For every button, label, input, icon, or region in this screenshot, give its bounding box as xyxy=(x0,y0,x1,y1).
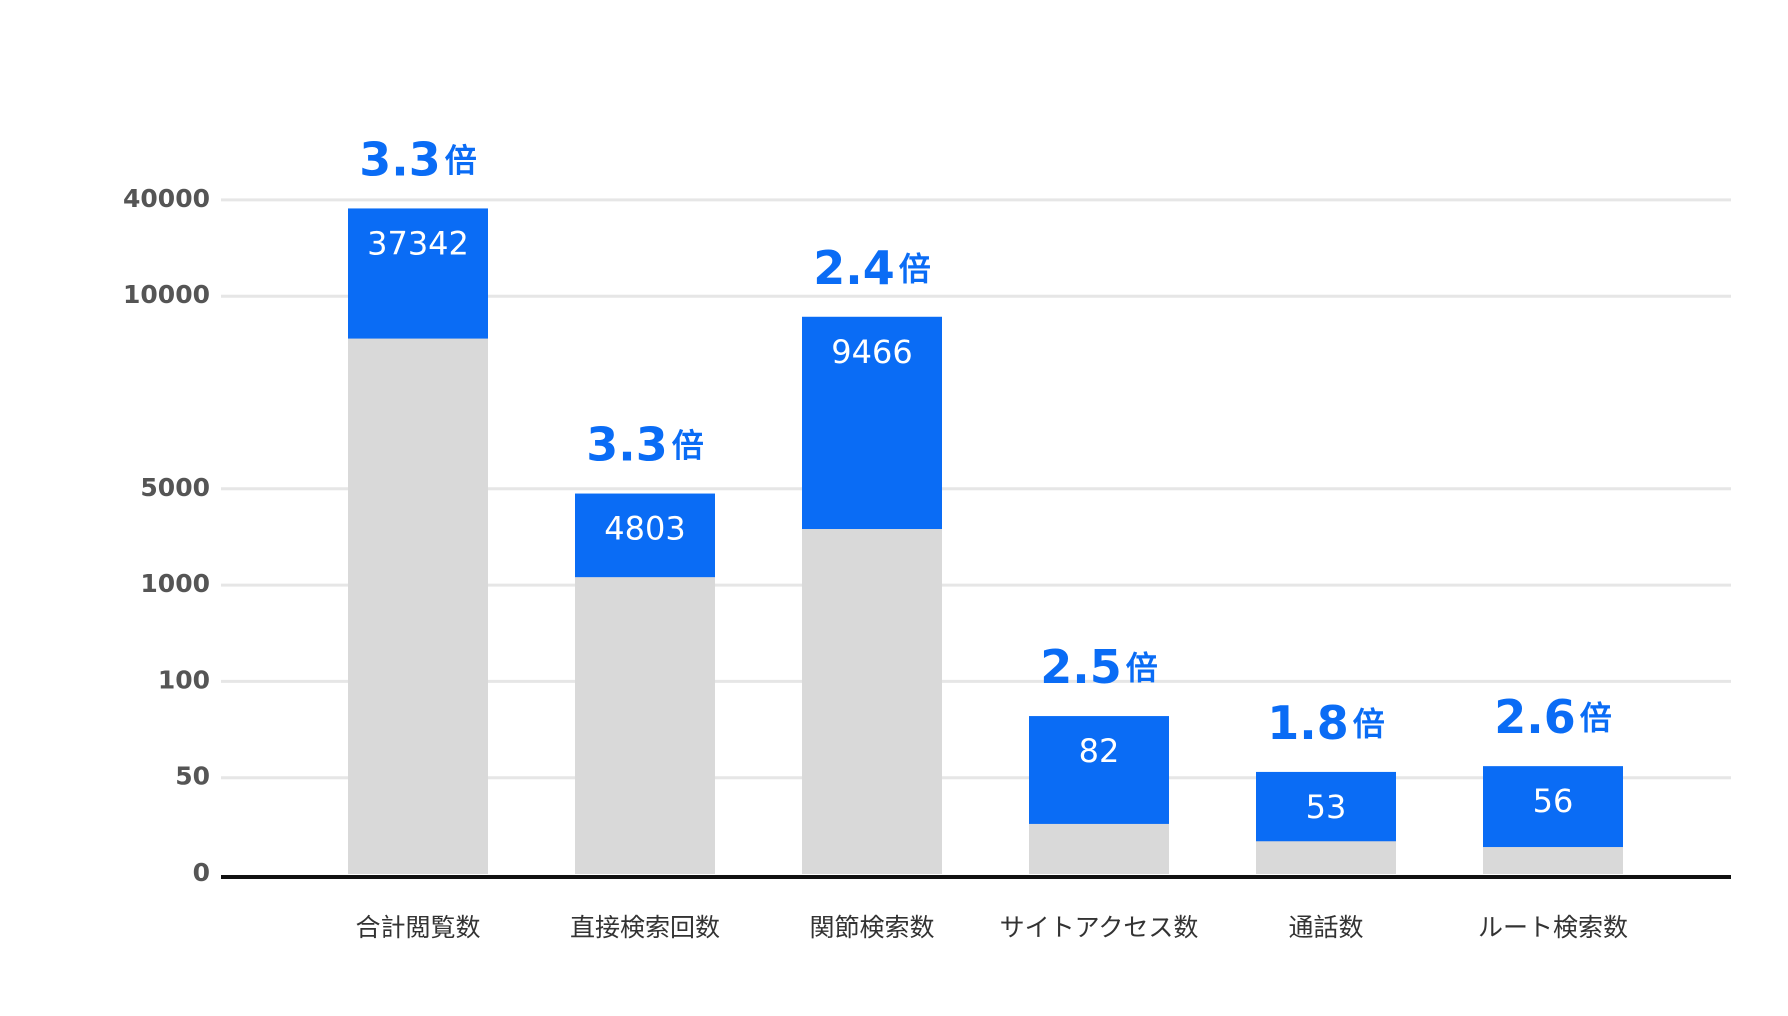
annotation: 2.4 倍 xyxy=(813,240,931,294)
annotation: 1.8 倍 xyxy=(1267,695,1385,749)
x-tick-label: サイトアクセス数 xyxy=(1000,913,1199,942)
value-label: 9466 xyxy=(831,333,912,371)
annotation-number: 3.3 xyxy=(359,132,441,186)
y-tick-label: 1000 xyxy=(140,569,210,598)
value-label: 37342 xyxy=(367,224,469,262)
annotation-unit: 倍 xyxy=(672,427,704,465)
annotation: 2.5 倍 xyxy=(1040,640,1158,694)
bar xyxy=(802,529,942,874)
annotation-number: 3.3 xyxy=(586,417,668,471)
value-label: 56 xyxy=(1533,782,1574,820)
bar xyxy=(348,338,488,874)
x-tick-label: 通話数 xyxy=(1288,913,1363,942)
annotation: 3.3 倍 xyxy=(586,417,704,471)
annotation: 3.3 倍 xyxy=(359,132,477,186)
annotation-unit: 倍 xyxy=(899,250,931,288)
bar xyxy=(1483,847,1623,874)
bar xyxy=(575,577,715,874)
annotation-unit: 倍 xyxy=(1580,699,1612,737)
x-tick-label: ルート検索数 xyxy=(1478,913,1628,942)
annotation-number: 2.6 xyxy=(1494,690,1576,744)
y-tick-label: 10000 xyxy=(123,280,210,309)
annotation-unit: 倍 xyxy=(445,141,477,179)
y-tick-label: 5000 xyxy=(140,473,210,502)
annotation-number: 2.4 xyxy=(813,240,895,294)
annotation: 2.6 倍 xyxy=(1494,690,1612,744)
y-tick-label: 40000 xyxy=(123,184,210,213)
bar xyxy=(1029,823,1169,874)
y-tick-label: 50 xyxy=(175,762,210,791)
x-tick-label: 直接検索回数 xyxy=(570,913,720,942)
annotation-number: 1.8 xyxy=(1267,695,1349,749)
annotation-unit: 倍 xyxy=(1126,649,1158,687)
annotation-unit: 倍 xyxy=(1353,705,1385,743)
bar xyxy=(1256,841,1396,874)
value-label: 53 xyxy=(1306,788,1347,826)
y-tick-label: 0 xyxy=(193,858,210,887)
x-tick-label: 関節検索数 xyxy=(809,913,934,942)
value-label: 82 xyxy=(1079,732,1120,770)
annotation-number: 2.5 xyxy=(1040,640,1122,694)
value-label: 4803 xyxy=(604,510,685,548)
y-tick-label: 100 xyxy=(158,665,210,694)
x-tick-label: 合計閲覧数 xyxy=(355,913,480,942)
